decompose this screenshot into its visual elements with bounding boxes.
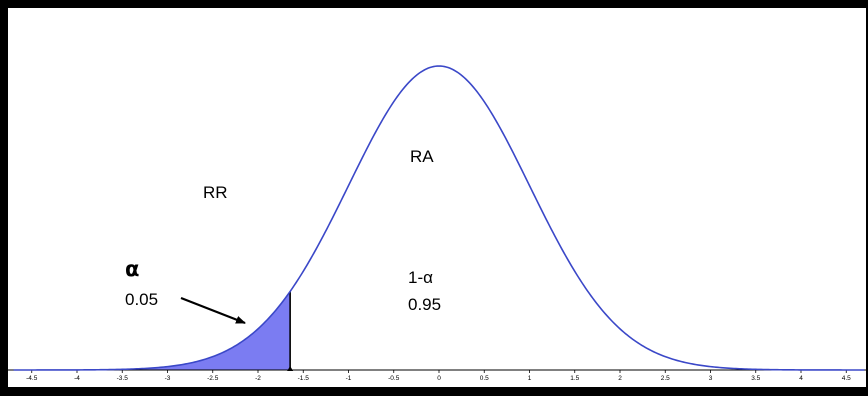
rr-label: RR [203,183,228,202]
normal-density-curve [13,65,865,371]
x-tick-label: -1.5 [298,375,310,382]
x-tick-label: -1 [346,375,352,382]
alpha-rejection-area [13,291,291,370]
x-tick-label: -2.5 [207,375,219,382]
ra-label: RA [410,147,434,166]
critical-value-marker [287,366,294,371]
x-tick-label: -4 [74,375,80,382]
x-tick-label: 4.5 [842,375,851,382]
x-axis-ticks: -4.5 -4 -3.5 -3 -2.5 -2 -1.5 -1 -0.5 0 0.5 1 1.5 2 2.5… [26,370,851,382]
one-minus-alpha-value: 0.95 [408,295,441,314]
x-tick-label: -3.5 [117,375,129,382]
x-tick-label: -4.5 [26,375,38,382]
alpha-symbol: α [125,257,139,281]
x-tick-label: 2.5 [661,375,670,382]
x-tick-label: -3 [165,375,171,382]
x-tick-label: 2 [618,375,622,382]
x-tick-label: 1 [528,375,532,382]
x-tick-label: 4 [799,375,803,382]
x-tick-label: -2 [255,375,261,382]
alpha-pointer-arrow [180,296,246,325]
one-minus-alpha-label: 1-α [408,268,433,287]
x-tick-label: -0.5 [388,375,400,382]
alpha-value: 0.05 [125,290,158,309]
x-tick-label: 3 [709,375,713,382]
x-tick-label: 0.5 [480,375,489,382]
x-tick-label: 0 [437,375,441,382]
x-tick-label: 3.5 [751,375,760,382]
x-tick-label: 1.5 [570,375,579,382]
